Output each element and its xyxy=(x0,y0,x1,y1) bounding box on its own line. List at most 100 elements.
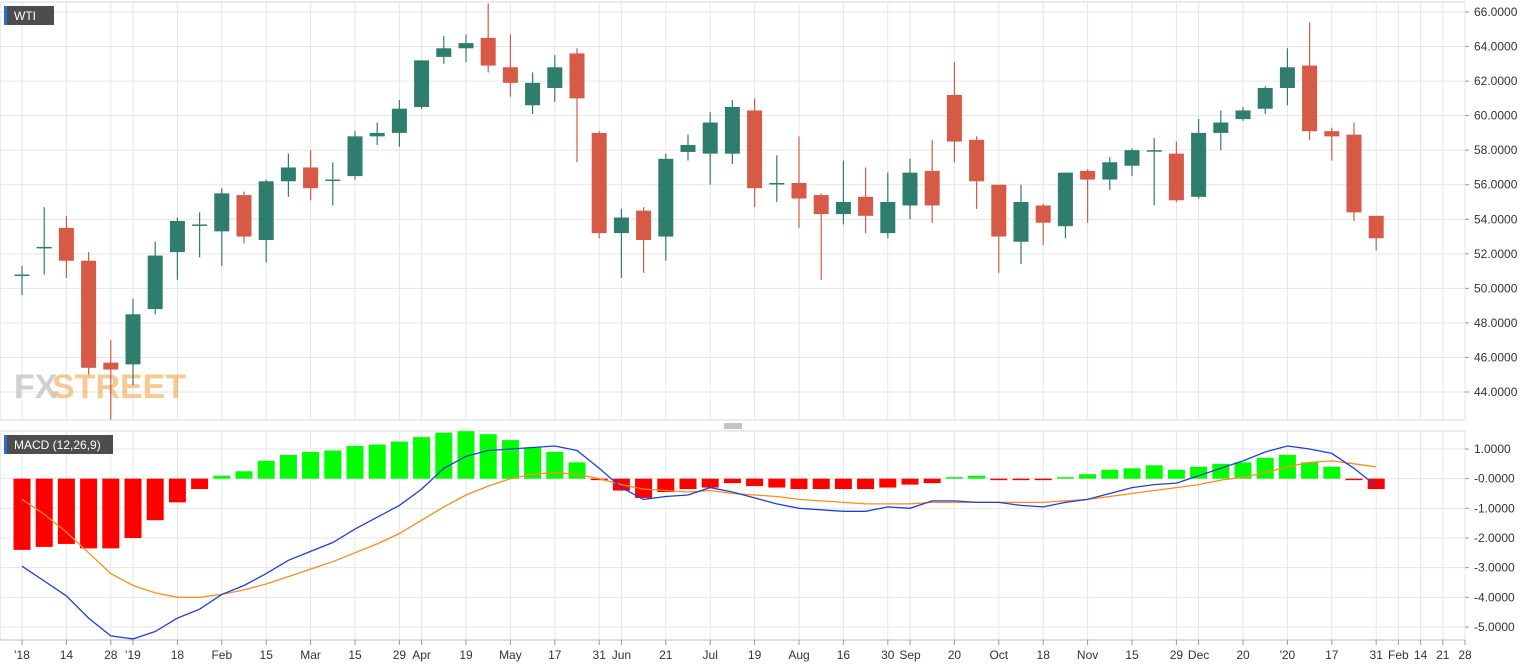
x-tick-label: 15 xyxy=(348,648,362,662)
macd-tick-label: -2.0000 xyxy=(1474,531,1515,545)
candle xyxy=(680,134,696,161)
macd-histogram-bar xyxy=(390,441,408,479)
macd-histogram-bar xyxy=(546,451,564,479)
macd-histogram-bar xyxy=(968,475,986,479)
macd-histogram-bar xyxy=(479,434,497,479)
macd-histogram-bar xyxy=(1301,462,1319,479)
candle-body xyxy=(280,167,296,182)
candle xyxy=(236,191,252,244)
macd-histogram-bar xyxy=(568,462,586,479)
macd-histogram-bar xyxy=(590,478,608,481)
candle-body xyxy=(125,314,141,365)
candle xyxy=(1346,122,1362,221)
candle xyxy=(969,136,985,209)
candle-body xyxy=(214,193,230,232)
candle-body xyxy=(924,170,940,206)
x-tick-label: Jun xyxy=(612,648,631,662)
candle xyxy=(924,139,940,223)
candle xyxy=(991,184,1007,273)
x-tick-label: 18 xyxy=(1037,648,1051,662)
macd-tick-label: -1.0000 xyxy=(1474,501,1515,515)
x-tick-label: '19 xyxy=(125,648,141,662)
candle-body xyxy=(1235,110,1251,120)
candle-body xyxy=(502,67,518,83)
x-tick-label: 14 xyxy=(1414,648,1428,662)
candle xyxy=(14,265,30,296)
candle-body xyxy=(1279,67,1295,88)
candle-body xyxy=(347,136,363,177)
candle-body xyxy=(569,53,585,99)
candle-body xyxy=(1013,202,1029,242)
macd-label: MACD (12,26,9) xyxy=(14,438,101,452)
candle xyxy=(436,36,452,64)
macd-tick-label: -3.0000 xyxy=(1474,561,1515,575)
candle xyxy=(1057,172,1073,239)
candle xyxy=(1013,184,1029,265)
candle xyxy=(414,60,430,109)
macd-histogram-bar xyxy=(191,478,209,490)
candle-body xyxy=(1257,88,1273,109)
macd-histogram xyxy=(13,431,1385,550)
macd-label-box: MACD (12,26,9) xyxy=(4,435,113,454)
x-tick-label: 21 xyxy=(1436,648,1450,662)
macd-histogram-bar xyxy=(302,451,320,479)
candle xyxy=(880,172,896,239)
candle-body xyxy=(835,202,851,215)
x-tick-label: 28 xyxy=(1458,648,1472,662)
candle-body xyxy=(458,43,474,49)
macd-histogram-bar xyxy=(524,447,542,479)
candle-body xyxy=(369,132,385,137)
x-tick-label: 31 xyxy=(593,648,607,662)
x-tick-label: Apr xyxy=(412,648,431,662)
candle-body xyxy=(946,94,962,142)
macd-histogram-bar xyxy=(1012,478,1030,481)
candle xyxy=(502,34,518,97)
x-tick-label: Nov xyxy=(1077,648,1098,662)
macd-histogram-bar xyxy=(368,444,386,479)
x-tick-label: 19 xyxy=(748,648,762,662)
watermark: FX STREET xyxy=(14,368,186,406)
candle xyxy=(636,207,652,273)
macd-histogram-bar xyxy=(257,460,275,479)
macd-histogram-bar xyxy=(723,478,741,484)
macd-histogram-bar xyxy=(324,450,342,479)
candle xyxy=(835,160,851,225)
x-tick-label: 29 xyxy=(1170,648,1184,662)
x-tick-label: 18 xyxy=(171,648,185,662)
candle xyxy=(325,162,341,206)
x-tick-label: 15 xyxy=(260,648,274,662)
candle-body xyxy=(1146,150,1162,152)
macd-histogram-bar xyxy=(1056,477,1074,479)
x-tick-label: Jul xyxy=(703,648,718,662)
candle-body xyxy=(81,260,97,368)
macd-histogram-bar xyxy=(57,478,75,544)
candle-body xyxy=(1191,132,1207,197)
candle xyxy=(791,136,807,228)
macd-line xyxy=(21,445,1377,640)
candle xyxy=(169,217,185,280)
x-tick-label: 14 xyxy=(60,648,74,662)
candle-body xyxy=(636,210,652,240)
macd-histogram-bar xyxy=(790,478,808,490)
candle xyxy=(1168,141,1184,202)
candle xyxy=(1080,169,1096,223)
macd-tick-label: -0.0000 xyxy=(1474,472,1515,486)
price-panel: FX STREET 66.0000 64.0000 62.0000 60.0000 58… xyxy=(0,1,1518,421)
macd-label-marker xyxy=(4,435,7,454)
macd-histogram-bar xyxy=(923,478,941,484)
symbol-label-marker xyxy=(4,6,7,25)
candle xyxy=(303,150,319,201)
price-tick-label: 54.0000 xyxy=(1474,212,1518,226)
symbol-label: WTI xyxy=(14,9,36,23)
price-tick-label: 46.0000 xyxy=(1474,350,1518,364)
x-tick-label: 19 xyxy=(459,648,473,662)
macd-histogram-bar xyxy=(879,478,897,488)
macd-histogram-bar xyxy=(945,477,963,479)
candle xyxy=(480,3,496,73)
candle-body xyxy=(1102,162,1118,180)
panel-splitter[interactable] xyxy=(724,423,742,429)
macd-tick-label: 1.0000 xyxy=(1474,442,1511,456)
macd-histogram-bar xyxy=(279,454,297,479)
candle xyxy=(1235,107,1251,121)
